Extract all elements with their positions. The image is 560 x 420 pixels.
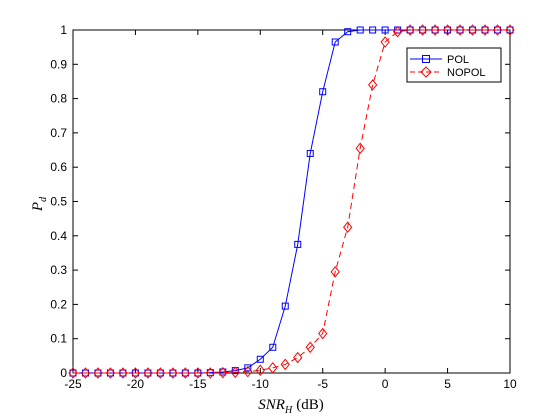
y-axis-label: Pd: [30, 196, 49, 212]
x-tick-label: -20: [127, 377, 145, 391]
series-nopol-point: [392, 25, 403, 38]
series-layer: [68, 24, 515, 379]
series-nopol-point: [268, 362, 278, 374]
series-pol-point: [319, 88, 327, 96]
y-tick-label: 0.6: [50, 160, 67, 174]
y-tick-label: 0.2: [50, 297, 67, 311]
series-pol-point: [506, 26, 514, 34]
series-nopol-point: [355, 142, 365, 155]
series-nopol-point: [193, 367, 203, 379]
series-pol-point: [331, 38, 339, 46]
series-nopol-point: [218, 366, 228, 379]
series-nopol-point: [318, 327, 328, 340]
series-nopol-point: [105, 367, 116, 379]
series-nopol-point: [168, 367, 178, 379]
y-tick-label: 0.3: [50, 263, 67, 277]
series-pol-point: [369, 26, 377, 34]
x-axis-label: SNRH (dB): [258, 397, 323, 416]
legend-pol-label: POL: [447, 54, 469, 66]
series-nopol-point: [305, 341, 315, 354]
y-tick-label: 0.1: [50, 332, 67, 346]
series-nopol-point: [230, 366, 240, 379]
x-tick-label: -5: [317, 377, 328, 391]
series-pol-point: [344, 28, 352, 36]
series-nopol-point: [255, 364, 265, 377]
series-nopol-point: [368, 79, 378, 91]
series-nopol-point: [505, 24, 515, 36]
series-nopol-point: [243, 365, 253, 378]
legend-pol-marker: [422, 55, 430, 63]
series-nopol-point: [417, 24, 428, 36]
legend-nopol-marker: [420, 66, 432, 78]
series-nopol-line: [73, 29, 510, 374]
series-nopol-point: [380, 36, 390, 48]
series-nopol-point: [430, 24, 440, 36]
series-nopol-point: [455, 24, 465, 36]
x-tick-label: 5: [444, 377, 451, 391]
series-nopol-point: [93, 367, 103, 379]
series-pol-point: [306, 149, 314, 157]
series-nopol-point: [293, 351, 303, 364]
x-tick-label: -15: [189, 377, 207, 391]
series-pol-point: [381, 26, 389, 34]
series-pol-point: [269, 343, 277, 351]
series-nopol-point: [280, 358, 290, 371]
y-tick-label: 0.7: [50, 126, 67, 140]
series-pol-point: [256, 355, 264, 363]
series-pol-point: [356, 26, 364, 34]
series-pol-point: [294, 240, 302, 248]
legend-nopol-label: NOPOL: [447, 67, 486, 79]
series-nopol-point: [467, 24, 478, 36]
series-nopol-point: [180, 367, 191, 379]
y-tick-label: 0: [60, 366, 67, 380]
x-tick-label: -10: [252, 377, 270, 391]
plot-area: [72, 29, 511, 374]
y-tick-label: 1: [60, 23, 67, 37]
series-nopol-point: [130, 367, 141, 379]
y-tick-label: 0.4: [50, 229, 67, 243]
series-pol-point: [281, 302, 289, 310]
series-nopol-point: [143, 367, 153, 379]
series-nopol-point: [442, 24, 453, 36]
series-nopol-point: [480, 24, 490, 36]
series-nopol-point: [118, 367, 128, 379]
series-nopol-point: [155, 367, 166, 379]
series-nopol-point: [205, 367, 215, 379]
series-nopol-point: [492, 24, 503, 36]
legend-box: [406, 47, 502, 83]
x-tick-label: 0: [382, 377, 389, 391]
series-pol-point: [244, 364, 252, 372]
series-nopol-point: [405, 24, 415, 36]
x-tick-label: 10: [503, 377, 517, 391]
y-tick-label: 0.8: [50, 92, 67, 106]
y-tick-label: 0.5: [50, 195, 67, 209]
x-tick-label: -25: [64, 377, 82, 391]
series-nopol-point: [330, 266, 340, 278]
legend: POL NOPOL: [406, 47, 502, 83]
series-nopol-point: [80, 367, 91, 379]
y-tick-label: 0.9: [50, 57, 67, 71]
series-nopol-point: [343, 221, 353, 234]
series-nopol-point: [68, 367, 78, 379]
